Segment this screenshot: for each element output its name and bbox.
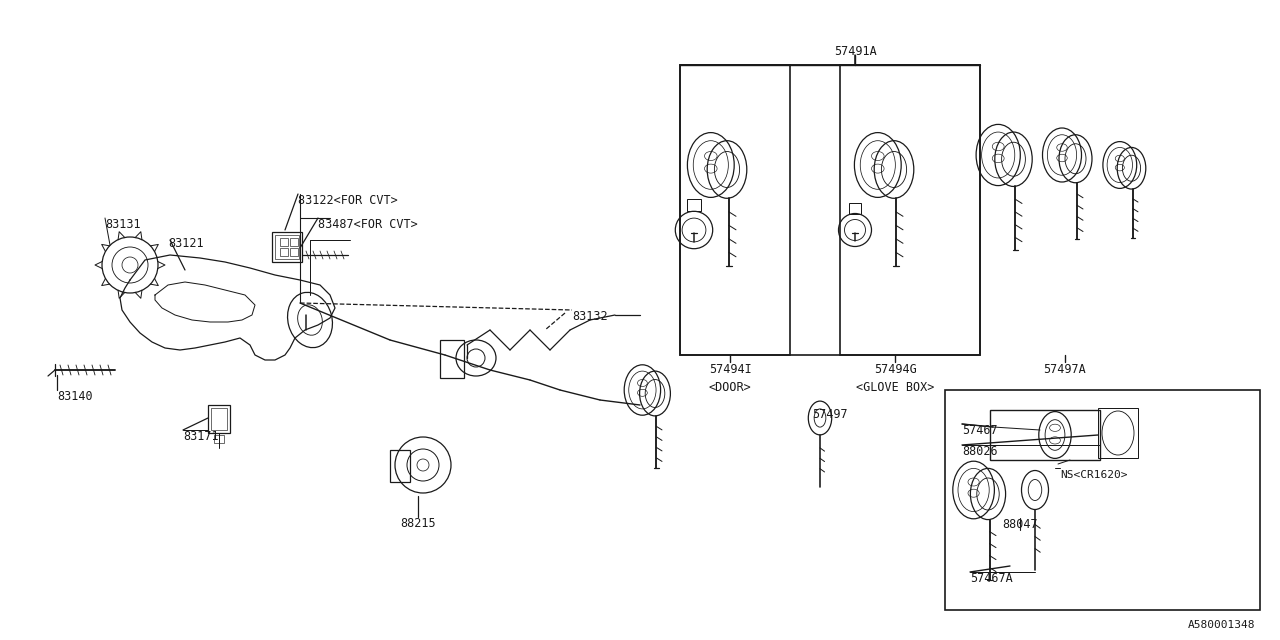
Bar xyxy=(945,390,1260,610)
Text: 83487<FOR CVT>: 83487<FOR CVT> xyxy=(317,218,417,231)
Bar xyxy=(680,65,790,355)
Text: 57494I: 57494I xyxy=(709,363,751,376)
Bar xyxy=(440,340,465,378)
Text: 88047: 88047 xyxy=(1002,518,1038,531)
Text: 57467A: 57467A xyxy=(970,572,1012,585)
Text: NS<CR1620>: NS<CR1620> xyxy=(1060,470,1128,480)
Text: 57467: 57467 xyxy=(963,424,997,437)
Bar xyxy=(280,238,288,246)
Text: 83171: 83171 xyxy=(183,430,219,443)
Bar xyxy=(840,65,980,355)
Text: 57491A: 57491A xyxy=(833,45,877,58)
Text: 83122<FOR CVT>: 83122<FOR CVT> xyxy=(298,194,398,207)
Bar xyxy=(214,435,224,443)
Bar xyxy=(680,65,980,355)
Bar xyxy=(291,248,298,256)
Bar xyxy=(849,203,861,214)
Bar xyxy=(280,248,288,256)
Text: 88215: 88215 xyxy=(401,517,435,530)
Text: 83121: 83121 xyxy=(168,237,204,250)
Text: 57497: 57497 xyxy=(813,408,847,421)
Text: A580001348: A580001348 xyxy=(1188,620,1254,630)
Bar xyxy=(291,238,298,246)
Text: 57494G: 57494G xyxy=(874,363,916,376)
Bar xyxy=(209,405,230,433)
Text: 88026: 88026 xyxy=(963,445,997,458)
Bar xyxy=(211,408,227,430)
Text: <GLOVE BOX>: <GLOVE BOX> xyxy=(856,381,934,394)
Bar xyxy=(390,450,410,482)
Bar xyxy=(989,410,1100,460)
Bar xyxy=(687,200,701,211)
Text: 83132: 83132 xyxy=(572,310,608,323)
Text: 57497A: 57497A xyxy=(1043,363,1087,376)
Bar xyxy=(1098,408,1138,458)
Text: 83131: 83131 xyxy=(105,218,141,231)
Text: 83140: 83140 xyxy=(58,390,92,403)
Bar xyxy=(273,232,302,262)
Bar xyxy=(275,235,300,259)
Text: <DOOR>: <DOOR> xyxy=(709,381,751,394)
